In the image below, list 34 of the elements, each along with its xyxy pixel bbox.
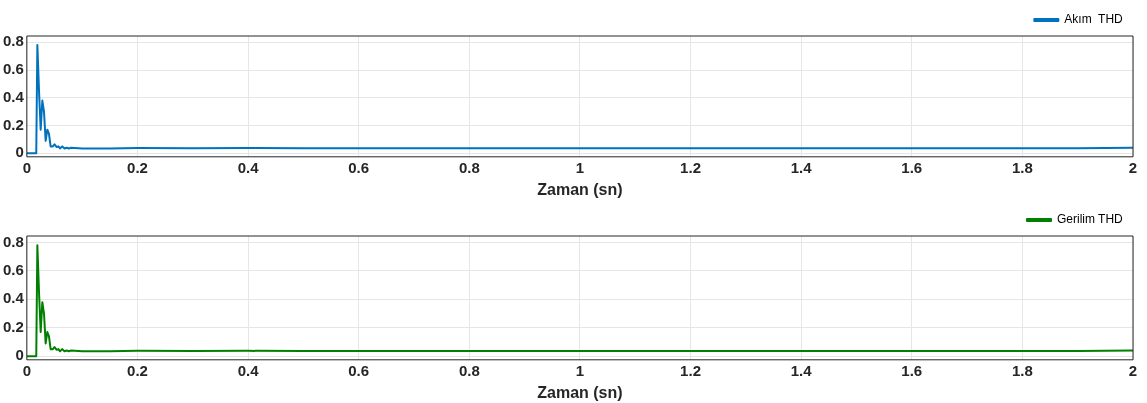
x-tick-label: 1 (575, 158, 585, 176)
legend-label: Gerilim THD (1057, 212, 1124, 227)
x-tick-label: 1.6 (901, 158, 923, 176)
x-tick-label: 0.6 (348, 158, 370, 176)
x-tick-label: 1 (575, 361, 585, 379)
x-tick-label: 2 (1128, 158, 1138, 176)
x-axis-title: Zaman (sn) (537, 180, 623, 198)
x-axis-title: Zaman (sn) (537, 383, 623, 401)
x-tick-label: 0.4 (237, 361, 260, 379)
y-tick-label: 0.6 (2, 60, 24, 78)
x-tick-label: 1.2 (680, 158, 701, 176)
x-tick-label: 1.8 (1011, 361, 1033, 379)
x-tick-label: 1.4 (790, 361, 813, 379)
x-tick-label: 1.8 (1011, 158, 1033, 176)
y-tick-label: 0.2 (2, 115, 24, 133)
x-tick-label: 0.8 (458, 158, 480, 176)
y-tick-label: 0.2 (2, 317, 24, 335)
x-tick-label: 0.2 (127, 361, 148, 379)
x-tick-label: 1.2 (680, 361, 701, 379)
y-tick-label: 0.4 (2, 87, 25, 105)
x-tick-label: 1.6 (901, 361, 923, 379)
y-tick-label: 0 (15, 346, 24, 364)
y-tick-label: 0.8 (2, 232, 24, 250)
y-tick-label: 0.4 (2, 289, 25, 307)
x-tick-label: 0.2 (127, 158, 148, 176)
y-tick-label: 0.8 (2, 32, 24, 50)
x-tick-label: 0.6 (348, 361, 370, 379)
x-tick-label: 0.8 (458, 361, 480, 379)
y-tick-label: 0.6 (2, 261, 24, 278)
legend-label: Akım THD (1064, 12, 1124, 27)
x-tick-label: 2 (1128, 361, 1138, 379)
x-tick-label: 1.4 (790, 158, 813, 176)
y-tick-label: 0 (15, 143, 24, 161)
x-tick-label: 0.4 (237, 158, 260, 176)
